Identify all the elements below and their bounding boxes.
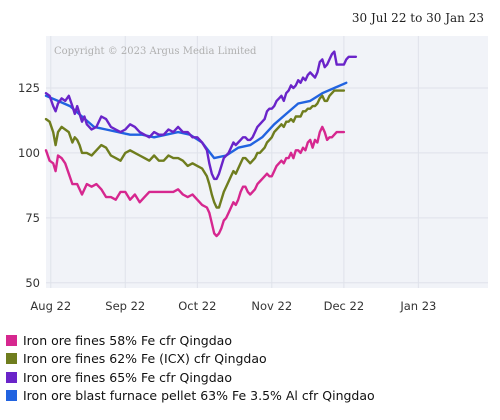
legend-item[interactable]: Iron ore blast furnace pellet 63% Fe 3.5… xyxy=(6,387,375,406)
plot-area xyxy=(46,36,488,288)
y-tick-label: 100 xyxy=(18,146,40,160)
legend-swatch xyxy=(6,334,17,346)
x-tick-label: Dec 22 xyxy=(324,299,365,313)
series-lines xyxy=(44,50,358,238)
legend-item[interactable]: Iron ore fines 62% Fe (ICX) cfr Qingdao xyxy=(6,350,375,369)
y-axis: 50 75 100 125 xyxy=(18,81,40,290)
series-line-1 xyxy=(44,125,346,238)
legend-item[interactable]: Iron ore fines 65% Fe cfr Qingdao xyxy=(6,368,375,387)
date-range: 30 Jul 22 to 30 Jan 23 xyxy=(352,11,484,25)
x-tick-label: Jan 23 xyxy=(399,299,436,313)
legend-label: Iron ore fines 58% Fe cfr Qingdao xyxy=(23,332,232,348)
legend-swatch xyxy=(6,390,17,402)
legend-swatch xyxy=(6,371,17,383)
y-tick-label: 50 xyxy=(25,276,40,290)
x-tick-label: Oct 22 xyxy=(178,299,216,313)
legend-label: Iron ore fines 65% Fe cfr Qingdao xyxy=(23,369,232,385)
legend-item[interactable]: Iron ore fines 58% Fe cfr Qingdao xyxy=(6,331,375,350)
x-tick-label: Sep 22 xyxy=(105,299,145,313)
y-tick-label: 125 xyxy=(18,81,40,95)
x-tick-label: Aug 22 xyxy=(30,299,71,313)
chart: 30 Jul 22 to 30 Jan 23 Copyright © 2023 … xyxy=(18,11,488,313)
legend-label: Iron ore fines 62% Fe (ICX) cfr Qingdao xyxy=(23,351,267,367)
legend: Iron ore fines 58% Fe cfr Qingdao Iron or… xyxy=(6,331,375,405)
legend-label: Iron ore blast furnace pellet 63% Fe 3.5… xyxy=(23,388,375,404)
series-line-3 xyxy=(44,50,358,181)
series-line-2 xyxy=(44,89,346,209)
copyright-watermark: Copyright © 2023 Argus Media Limited xyxy=(54,46,257,57)
x-tick-label: Nov 22 xyxy=(251,299,292,313)
x-axis: Aug 22 Sep 22 Oct 22 Nov 22 Dec 22 Jan 23 xyxy=(30,299,436,313)
y-tick-label: 75 xyxy=(25,211,40,225)
legend-swatch xyxy=(6,353,17,365)
